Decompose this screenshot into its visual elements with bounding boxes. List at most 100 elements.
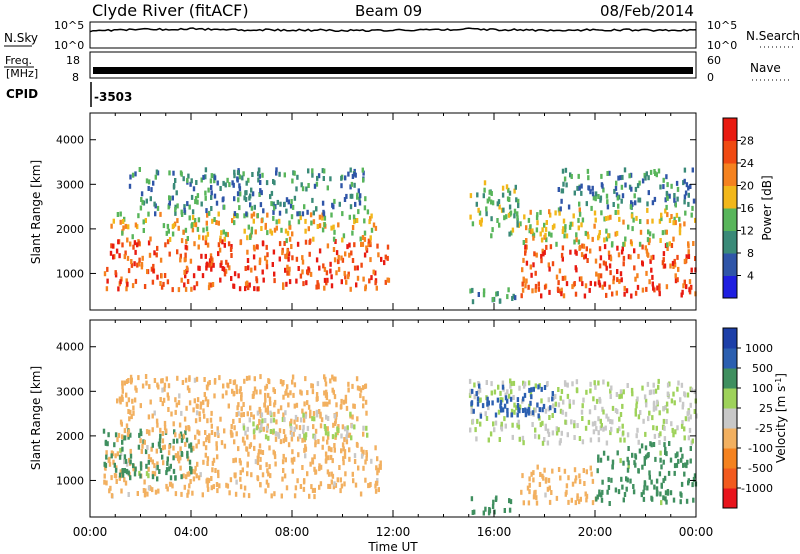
heatmap-cell (600, 423, 603, 428)
heatmap-cell (625, 476, 628, 482)
heatmap-cell (200, 201, 203, 207)
heatmap-cell (127, 224, 130, 230)
heatmap-cell (292, 431, 295, 437)
heatmap-cell (471, 510, 474, 515)
heatmap-cell (359, 387, 363, 393)
heatmap-cell (610, 385, 613, 391)
heatmap-cell (533, 251, 536, 257)
heatmap-cell (644, 431, 647, 437)
heatmap-cell (110, 223, 113, 229)
heatmap-cell (591, 421, 595, 427)
heatmap-cell (608, 284, 611, 290)
heatmap-cell (185, 405, 188, 411)
heatmap-cell (589, 381, 592, 387)
heatmap-cell (370, 213, 373, 219)
heatmap-cell (611, 464, 614, 470)
heatmap-cell (561, 275, 565, 281)
heatmap-cell (470, 400, 474, 406)
heatmap-cell (127, 378, 130, 383)
heatmap-cell (386, 244, 390, 250)
heatmap-cell (230, 244, 233, 249)
heatmap-cell (510, 408, 514, 414)
heatmap-cell (162, 223, 166, 229)
heatmap-cell (253, 434, 256, 440)
heatmap-cell (129, 448, 132, 454)
heatmap-cell (662, 251, 666, 257)
heatmap-cell (287, 256, 290, 262)
heatmap-cell (285, 208, 288, 214)
heatmap-cell (570, 174, 573, 179)
heatmap-cell (490, 381, 493, 387)
heatmap-cell (318, 409, 321, 414)
heatmap-cell (537, 286, 541, 292)
heatmap-cell (177, 225, 180, 231)
heatmap-cell (197, 475, 201, 481)
heatmap-cell (340, 483, 344, 489)
heatmap-cell (227, 383, 230, 389)
heatmap-cell (133, 240, 137, 246)
heatmap-cell (316, 175, 319, 181)
heatmap-cell (233, 439, 236, 445)
heatmap-cell (573, 467, 577, 473)
heatmap-cell (253, 386, 257, 392)
heatmap-cell (657, 168, 661, 174)
heatmap-cell (554, 401, 557, 407)
heatmap-cell (351, 471, 354, 477)
heatmap-cell (291, 459, 294, 465)
heatmap-cell (246, 411, 249, 417)
heatmap-cell (377, 252, 380, 258)
heatmap-cell (218, 375, 221, 381)
heatmap-cell (648, 474, 651, 480)
heatmap-cell (295, 402, 299, 408)
heatmap-cell (324, 458, 328, 464)
heatmap-cell (336, 426, 339, 432)
heatmap-cell (206, 261, 209, 267)
heatmap-cell (216, 180, 219, 186)
heatmap-cell (364, 459, 367, 465)
heatmap-cell (681, 404, 684, 410)
heatmap-cell (594, 217, 597, 223)
heatmap-cell (496, 201, 499, 207)
heatmap-cell (638, 180, 641, 186)
heatmap-cell (220, 230, 223, 236)
heatmap-cell (353, 171, 356, 177)
heatmap-cell (121, 472, 125, 478)
heatmap-cell (297, 266, 300, 271)
heatmap-cell (655, 172, 658, 178)
heatmap-cell (274, 431, 278, 437)
heatmap-cell (477, 389, 480, 395)
heatmap-cell (211, 467, 214, 473)
heatmap-cell (508, 498, 511, 504)
heatmap-cell (126, 281, 129, 287)
heatmap-cell (351, 258, 355, 263)
heatmap-cell (282, 438, 285, 444)
heatmap-cell (471, 388, 474, 394)
heatmap-cell (548, 499, 552, 505)
y-tick-label: 1000 (56, 267, 84, 280)
heatmap-cell (563, 380, 567, 386)
heatmap-cell (509, 210, 513, 216)
heatmap-cell (213, 193, 217, 199)
heatmap-cell (191, 490, 194, 496)
heatmap-cell (565, 233, 569, 239)
heatmap-cell (217, 469, 220, 475)
heatmap-cell (229, 247, 233, 252)
heatmap-cell (246, 434, 249, 440)
heatmap-cell (195, 376, 199, 382)
heatmap-cell (482, 193, 485, 199)
heatmap-cell (560, 430, 563, 436)
heatmap-cell (362, 276, 365, 282)
heatmap-cell (351, 193, 354, 199)
heatmap-cell (318, 265, 321, 271)
heatmap-cell (253, 265, 257, 271)
heatmap-cell (600, 173, 603, 179)
heatmap-cell (532, 235, 535, 241)
heatmap-cell (532, 477, 535, 483)
heatmap-cell (248, 282, 251, 288)
heatmap-cell (680, 492, 683, 498)
colorbar-block (723, 275, 737, 299)
heatmap-cell (693, 409, 696, 414)
heatmap-cell (326, 416, 330, 421)
